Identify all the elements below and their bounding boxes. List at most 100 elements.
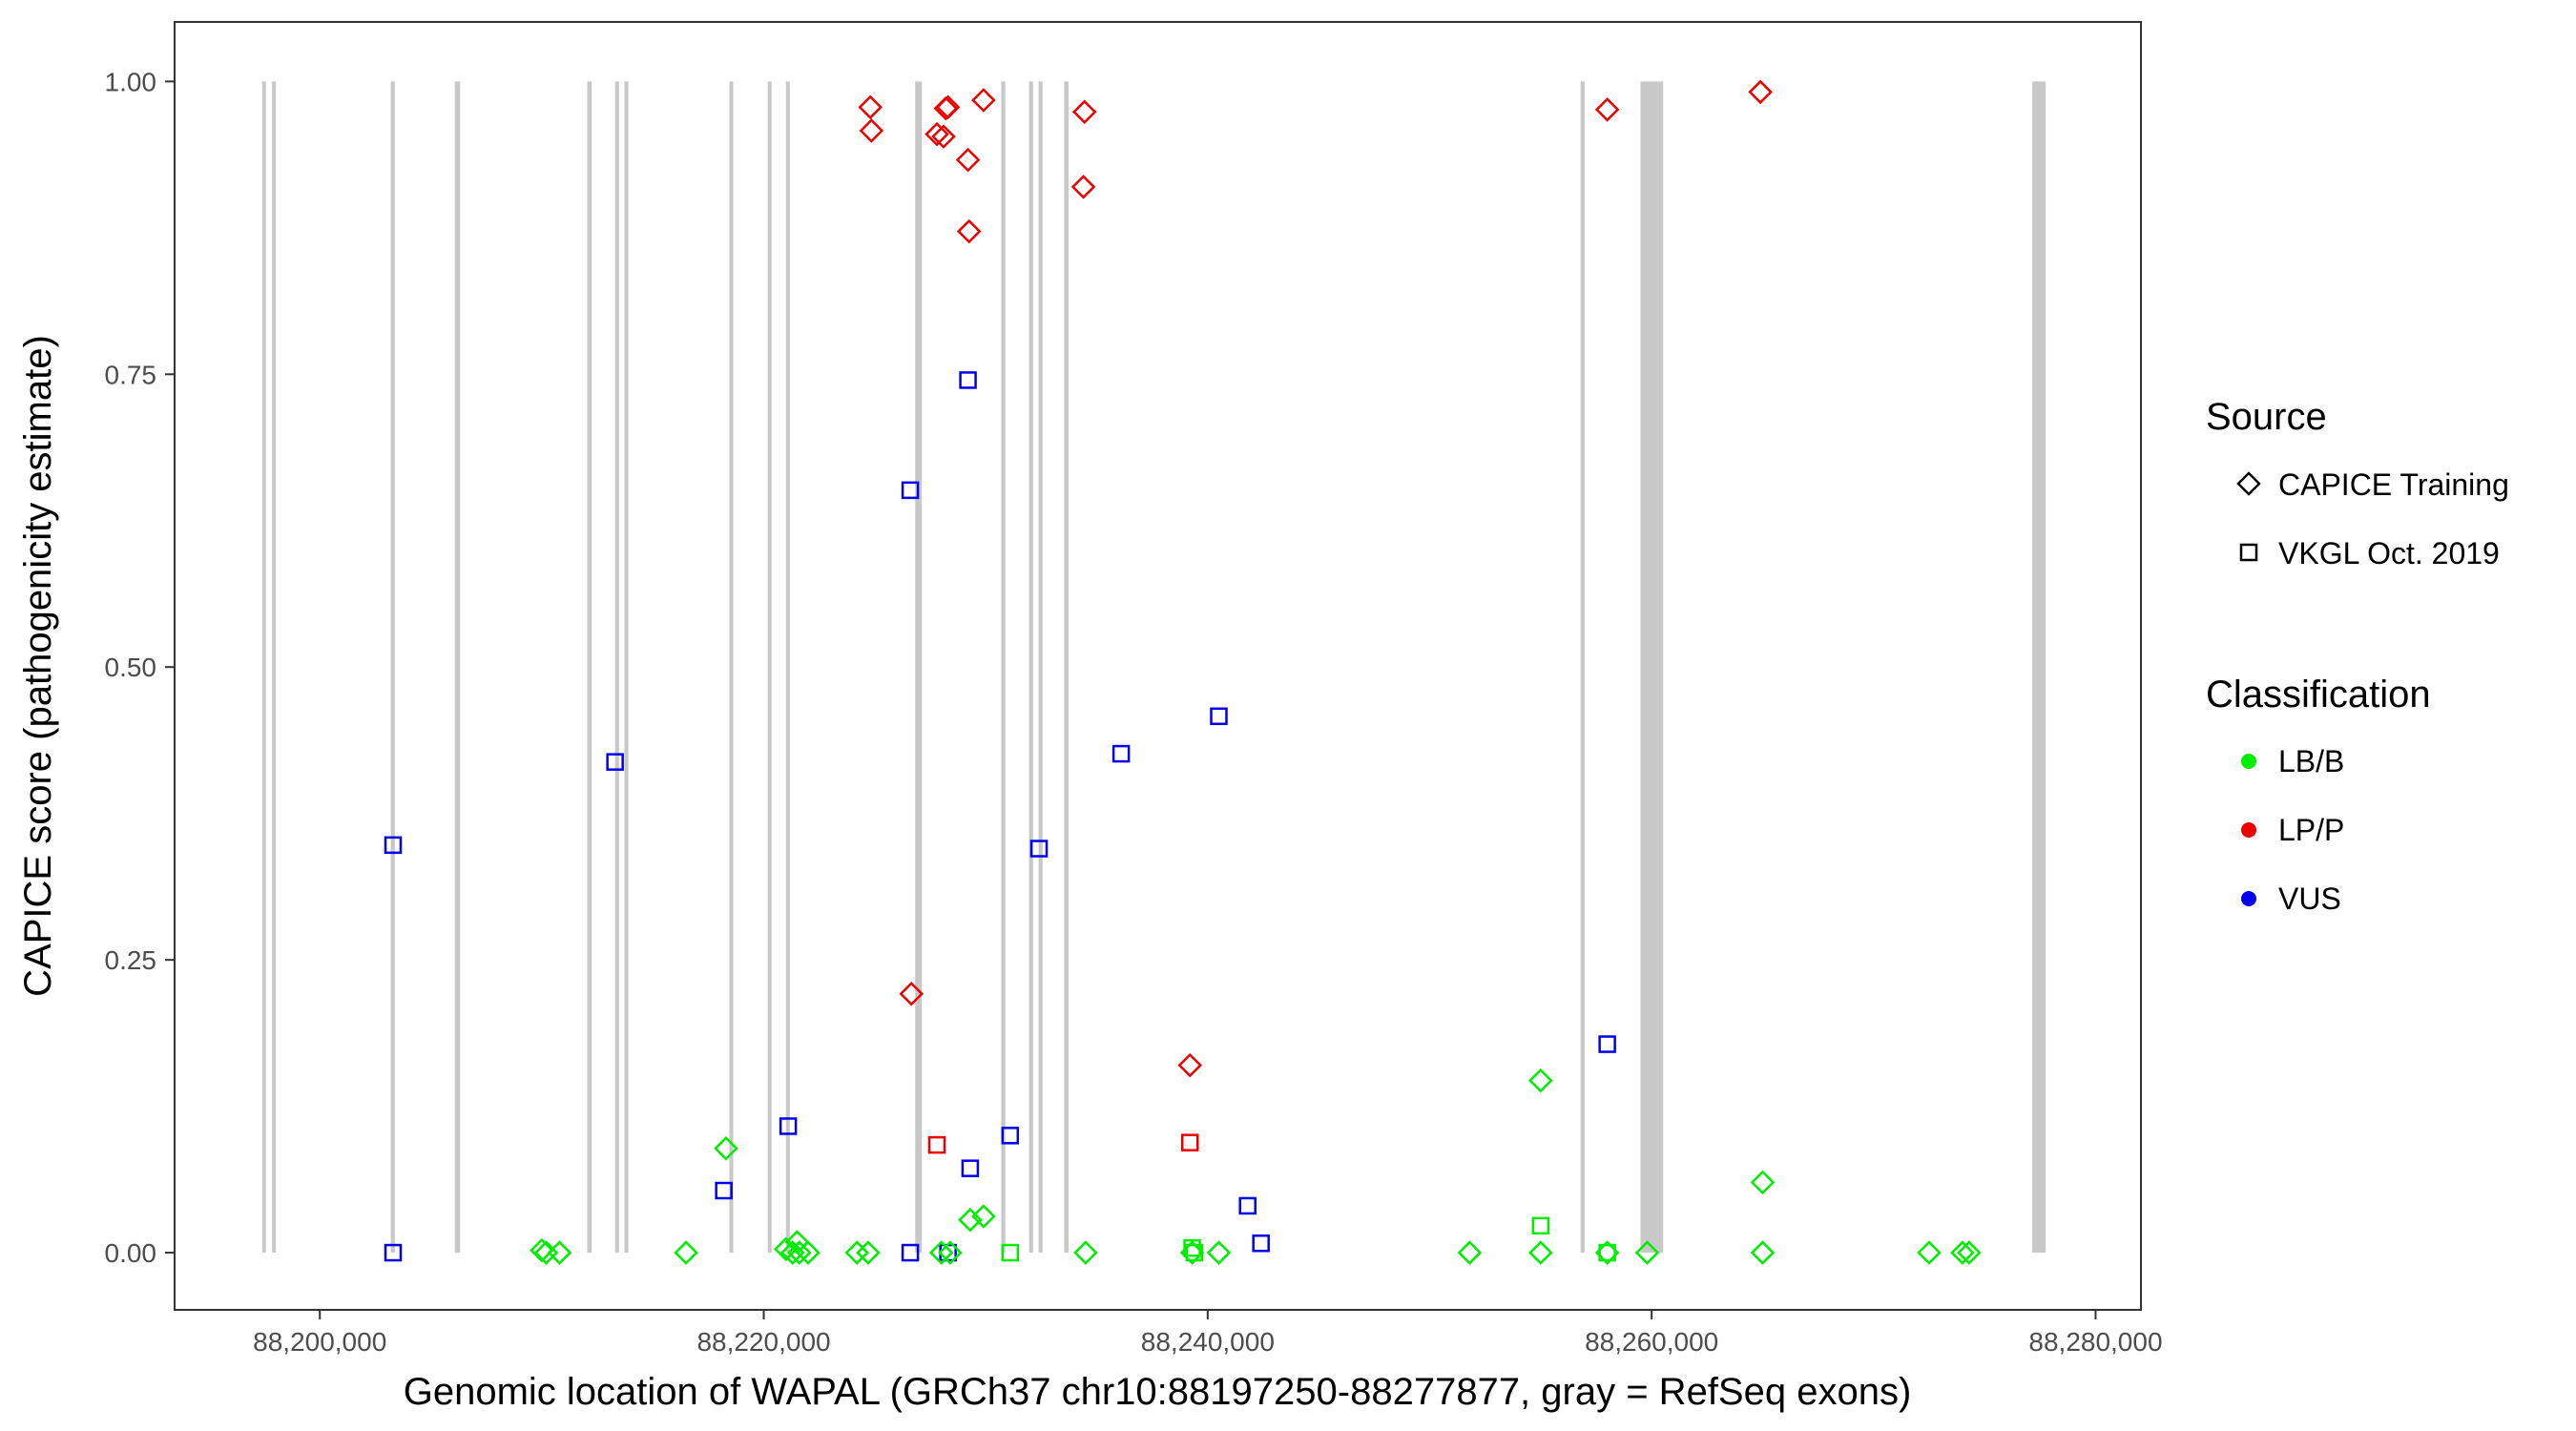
legend-vus-dot	[2241, 891, 2256, 906]
point-diamond-lb-b	[1206, 1240, 1232, 1265]
point-square-vus	[1598, 1035, 1616, 1053]
point-diamond-lp-p	[971, 88, 996, 113]
x-axis: 88,200,000 88,220,000 88,240,000 88,260,000…	[253, 1310, 2163, 1357]
point-diamond-lp-p	[858, 94, 883, 120]
plot-panel-border	[174, 21, 2142, 1311]
point-diamond-lb-b	[938, 1240, 963, 1265]
y-tick-label: 0.00	[105, 1238, 157, 1268]
legend-label-vkgl: VKGL Oct. 2019	[2278, 536, 2500, 570]
point-diamond-lb-b	[1634, 1240, 1660, 1265]
exon-band	[587, 81, 592, 1254]
point-square-lb-b	[1531, 1216, 1550, 1235]
point-diamond-lb-b	[1528, 1240, 1553, 1265]
legend: Source CAPICE Training VKGL Oct. 2019 Cl…	[2206, 396, 2509, 916]
point-diamond-lp-p	[1594, 97, 1620, 122]
point-diamond-lp-p	[1070, 175, 1096, 199]
point-square-vus	[384, 836, 403, 855]
legend-item-vkgl: VKGL Oct. 2019	[2239, 536, 2500, 570]
point-diamond-lp-p	[956, 218, 982, 244]
point-square-vus	[779, 1117, 798, 1135]
y-tick-label: 1.00	[105, 67, 157, 96]
exon-band	[272, 81, 277, 1254]
point-diamond-lb-b	[784, 1230, 810, 1255]
legend-classification-title: Classification	[2206, 674, 2431, 716]
point-diamond-lb-b	[1528, 1068, 1553, 1093]
point-square-lb-b	[1185, 1243, 1204, 1262]
exon-band	[1001, 81, 1006, 1254]
legend-item-vus: VUS	[2241, 881, 2341, 916]
point-diamond-lb-b	[928, 1240, 954, 1265]
x-tick-label: 88,280,000	[2028, 1327, 2162, 1357]
exon-band	[614, 81, 619, 1254]
point-diamond-lp-p	[935, 94, 961, 120]
point-square-vus	[901, 1243, 920, 1262]
point-diamond-lp-p	[924, 121, 949, 147]
x-tick-label: 88,240,000	[1141, 1327, 1275, 1357]
exon-band	[1028, 81, 1033, 1254]
legend-label-capice-training: CAPICE Training	[2278, 467, 2509, 502]
point-square-vus	[901, 481, 920, 500]
point-square-vus	[961, 1159, 980, 1177]
point-square-lb-b	[1183, 1238, 1201, 1257]
point-square-lb-b	[1001, 1243, 1020, 1262]
legend-label-vus: VUS	[2278, 881, 2341, 916]
legend-source-title: Source	[2206, 396, 2327, 438]
point-diamond-lb-b	[971, 1204, 996, 1229]
point-diamond-lp-p	[1071, 99, 1097, 125]
point-diamond-lb-b	[1457, 1240, 1483, 1265]
exon-band	[624, 81, 629, 1254]
point-square-vus	[1252, 1234, 1270, 1253]
point-diamond-lb-b	[1073, 1240, 1098, 1265]
exon-band	[261, 81, 266, 1254]
x-tick-label: 88,200,000	[253, 1327, 386, 1357]
legend-lb-b-dot	[2241, 754, 2256, 769]
exon-band	[2032, 81, 2046, 1254]
point-square-vus	[1111, 744, 1131, 763]
exon-band	[729, 81, 734, 1254]
point-diamond-lp-p	[931, 124, 956, 149]
point-diamond-lb-b	[958, 1207, 983, 1233]
y-tick-label: 0.50	[105, 653, 157, 682]
legend-label-lb-b: LB/B	[2278, 744, 2344, 778]
legend-item-capice-training: CAPICE Training	[2236, 467, 2509, 502]
legend-square-key	[2239, 543, 2258, 562]
point-diamond-lp-p	[1748, 79, 1773, 105]
x-tick-label: 88,260,000	[1585, 1327, 1718, 1357]
exon-band	[390, 81, 395, 1254]
y-axis: 0.00 0.25 0.50 0.75 1.00	[105, 67, 175, 1268]
legend-lp-p-dot	[2241, 822, 2256, 838]
point-diamond-lb-b	[1750, 1240, 1776, 1265]
point-square-vus	[1029, 840, 1049, 858]
exon-band	[454, 81, 461, 1254]
exon-band	[1640, 81, 1664, 1254]
exon-band	[785, 81, 790, 1254]
y-axis-title: CAPICE score (pathogenicity estimate)	[17, 335, 59, 997]
point-diamond-lb-b	[530, 1237, 554, 1263]
point-diamond-lb-b	[1750, 1170, 1776, 1195]
point-diamond-lb-b	[844, 1240, 870, 1265]
point-diamond-lb-b	[774, 1236, 799, 1262]
legend-diamond-key	[2236, 471, 2261, 496]
point-diamond-lb-b	[1950, 1240, 1975, 1265]
y-tick-label: 0.75	[105, 360, 157, 389]
point-diamond-lb-b	[714, 1136, 738, 1161]
exon-band	[767, 81, 772, 1254]
point-square-vus	[606, 753, 624, 771]
point-square-vus	[959, 371, 977, 389]
point-diamond-lb-b	[856, 1240, 881, 1265]
exon-band	[1038, 81, 1043, 1254]
point-square-lp-p	[927, 1135, 946, 1154]
point-diamond-lb-b	[1957, 1240, 1982, 1265]
point-diamond-lb-b	[547, 1240, 572, 1265]
x-tick-label: 88,220,000	[696, 1327, 830, 1357]
y-tick-label: 0.25	[105, 945, 157, 975]
point-diamond-lb-b	[674, 1240, 698, 1265]
exon-band	[915, 81, 923, 1254]
point-diamond-lp-p	[859, 118, 884, 143]
point-square-lb-b	[1598, 1243, 1616, 1262]
legend-label-lp-p: LP/P	[2278, 813, 2344, 847]
point-diamond-lp-p	[955, 147, 981, 173]
point-square-vus	[715, 1181, 733, 1200]
